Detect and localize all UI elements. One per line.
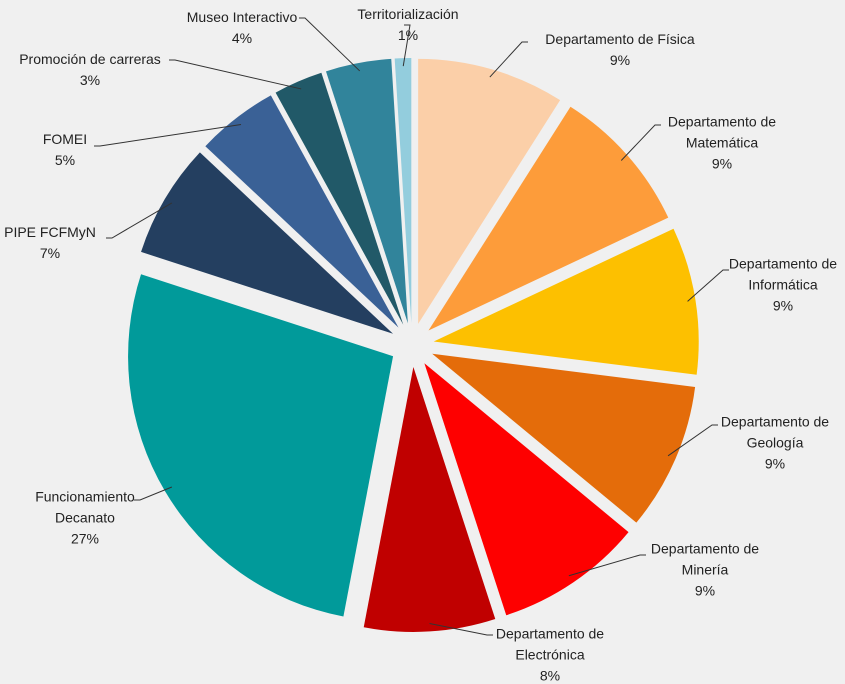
value-label: 4% [231,30,253,46]
value-label: 8% [539,667,561,684]
pie-slice [424,363,629,616]
pie-slice [432,353,696,523]
value-label: 9% [609,52,631,68]
leader-line [106,202,173,239]
pie-slice [128,274,394,617]
leader-line [568,554,646,577]
category-label: Departamento de Informática [728,255,838,293]
pie-slice [363,366,496,632]
pie-slice [418,58,561,324]
value-label: 9% [764,455,786,472]
slice-label: FOMEI 5% [20,129,110,171]
pie-slice [141,152,394,334]
category-label: Funcionamiento Decanato [35,488,135,526]
slice-label: PIPE FCFMyN 7% [0,222,100,264]
leader-line [94,124,242,147]
category-label: Territorialización [357,6,459,22]
leader-line [667,424,718,457]
slice-label: Departamento de Electrónica 8% [480,624,620,684]
leader-line [687,269,729,302]
pie-slice [394,58,412,324]
leader-line [620,124,661,161]
leader-line [299,17,361,72]
value-label: 9% [711,155,733,172]
pie-slice [433,228,699,375]
category-label: FOMEI [42,131,88,147]
value-label: 7% [39,245,61,261]
slice-label: Departamento de Física 9% [520,29,720,71]
value-label: 1% [397,27,419,43]
slice-label: Departamento de Geología 9% [710,412,840,475]
slice-label: Promoción de carreras 3% [5,49,175,91]
slice-label: Museo Interactivo 4% [172,7,312,49]
value-label: 9% [772,297,794,314]
slice-label: Departamento de Matemática 9% [657,112,787,175]
category-label: Departamento de Matemática [667,113,777,151]
value-label: 9% [694,582,716,599]
category-label: Museo Interactivo [186,9,298,25]
value-label: 27% [70,530,100,547]
leader-line [489,41,528,78]
leader-line [169,59,302,90]
pie-slice [325,58,408,324]
value-label: 5% [54,152,76,168]
leader-line [134,486,173,501]
slice-label: Departamento de Informática 9% [724,254,842,317]
category-label: Departamento de Minería [650,540,760,578]
pie-slice [275,72,404,325]
category-label: Promoción de carreras [19,51,161,67]
pie-slice [205,95,399,328]
category-label: PIPE FCFMyN [4,224,96,240]
slice-label: Territorialización 1% [338,4,478,46]
category-label: Departamento de Geología [720,413,830,451]
category-label: Departamento de Electrónica [495,625,605,663]
leader-line [429,622,493,636]
category-label: Departamento de Física [545,31,695,47]
slice-label: Funcionamiento Decanato 27% [20,487,150,550]
slice-label: Departamento de Minería 9% [640,539,770,602]
pie-slice [428,106,669,331]
value-label: 3% [79,72,101,88]
leader-line [402,24,411,67]
